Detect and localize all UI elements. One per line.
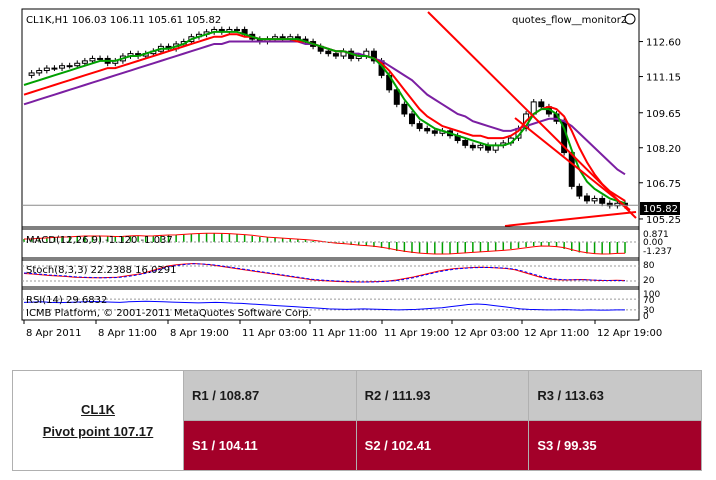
stoch-pane xyxy=(22,262,639,283)
time-tick-label: 12 Apr 03:00 xyxy=(454,328,519,339)
sub-axis-label: 0.871 xyxy=(643,230,669,240)
candle xyxy=(51,67,58,70)
resistance-r3: R3 / 113.63 xyxy=(528,370,702,421)
candle xyxy=(401,103,408,115)
candle xyxy=(332,53,339,57)
candle xyxy=(325,50,332,55)
sub-axis-label: 0 xyxy=(643,312,649,322)
trend-line-down xyxy=(427,11,637,219)
candle xyxy=(97,57,104,60)
candle xyxy=(591,197,598,202)
resistance-r2: R2 / 111.93 xyxy=(355,370,530,421)
stoch-signal-line xyxy=(23,263,626,283)
instrument-cell: CL1K Pivot point 107.17 xyxy=(12,370,184,471)
sub-axis-label: 80 xyxy=(643,261,655,271)
support-s3: S3 / 99.35 xyxy=(528,420,702,471)
price-chart: CL1K,H1 106.03 106.11 105.61 105.82 quot… xyxy=(21,8,681,339)
candle xyxy=(28,72,35,76)
time-tick-label: 8 Apr 11:00 xyxy=(98,328,157,339)
copyright-text: ICMB Platform, © 2001-2011 MetaQuotes So… xyxy=(26,308,312,319)
candle xyxy=(36,70,43,74)
instrument-name: CL1K xyxy=(81,401,115,417)
candle xyxy=(370,50,377,62)
candle xyxy=(408,113,415,125)
last-price-label: 105.82 xyxy=(643,204,678,215)
time-axis: 8 Apr 2011 8 Apr 11:00 8 Apr 19:00 11 Apr 0… xyxy=(23,320,662,339)
candle xyxy=(583,195,590,202)
candle xyxy=(477,144,484,149)
sub-axis-label: -1.237 xyxy=(643,247,672,257)
candle xyxy=(431,130,438,134)
candle xyxy=(234,28,241,31)
candle xyxy=(393,89,400,105)
time-tick-label: 11 Apr 03:00 xyxy=(242,328,307,339)
time-tick-label: 8 Apr 2011 xyxy=(26,328,81,339)
sub-axis-label: 100 xyxy=(643,290,660,300)
candle xyxy=(89,57,96,62)
sub-axis-label: 70 xyxy=(643,296,655,306)
trend-line-support xyxy=(504,211,637,227)
indicator-close-icon[interactable] xyxy=(624,13,636,25)
support-s1: S1 / 104.11 xyxy=(183,420,357,471)
last-price-box xyxy=(640,202,680,215)
sub-axis-label: 20 xyxy=(643,276,655,286)
sub-axis-label: 0.00 xyxy=(643,238,663,248)
candle xyxy=(43,67,50,72)
candle xyxy=(538,101,545,108)
price-axis: 112.60 111.15 109.65 108.20 106.75 105.25 xyxy=(639,38,681,226)
candle xyxy=(576,185,583,197)
candle xyxy=(416,123,423,129)
main-pane xyxy=(22,11,639,227)
candle xyxy=(469,144,476,149)
price-tick-label: 112.60 xyxy=(646,38,681,49)
instrument-header: CL1K,H1 106.03 106.11 105.61 105.82 xyxy=(26,15,221,26)
candle xyxy=(81,60,88,64)
resistance-r1: R1 / 108.87 xyxy=(183,370,357,421)
support-s2: S2 / 102.41 xyxy=(355,420,530,471)
candle xyxy=(462,140,469,146)
rsi-label: RSI(14) 29.6832 xyxy=(26,295,107,306)
price-tick-label: 111.15 xyxy=(646,73,681,84)
candle xyxy=(599,197,606,204)
time-tick-label: 11 Apr 11:00 xyxy=(312,328,377,339)
price-tick-label: 105.25 xyxy=(646,215,681,226)
candle xyxy=(74,62,81,67)
macd-label: MACD(12,26,9) -1.120 -1.037 xyxy=(26,235,173,246)
sub-axis-label: 30 xyxy=(643,306,655,316)
pivot-point-label: Pivot point 107.17 xyxy=(42,423,154,439)
time-tick-label: 12 Apr 19:00 xyxy=(597,328,662,339)
rsi-pane xyxy=(22,298,639,311)
rsi-line xyxy=(23,300,625,311)
trend-line-down-2 xyxy=(514,117,631,211)
time-tick-label: 8 Apr 19:00 xyxy=(170,328,229,339)
candle xyxy=(66,65,73,68)
price-tick-label: 108.20 xyxy=(646,144,681,155)
price-tick-label: 106.75 xyxy=(646,179,681,190)
stoch-main-line xyxy=(23,262,626,283)
indicator-name: quotes_flow__monitor2 xyxy=(512,15,627,26)
candle xyxy=(59,65,66,69)
time-tick-label: 12 Apr 11:00 xyxy=(524,328,589,339)
macd-pane xyxy=(22,232,639,255)
stoch-label: Stoch(8,3,3) 22.2388 16.0291 xyxy=(26,265,177,276)
candle xyxy=(568,152,575,187)
time-tick-label: 11 Apr 19:00 xyxy=(384,328,449,339)
ema-fast-line xyxy=(23,30,626,205)
pivot-table: CL1K Pivot point 107.17 R1 / 108.87 R2 /… xyxy=(12,370,702,471)
candle xyxy=(424,127,431,132)
price-tick-label: 109.65 xyxy=(646,109,681,120)
macd-signal-line xyxy=(23,232,626,255)
